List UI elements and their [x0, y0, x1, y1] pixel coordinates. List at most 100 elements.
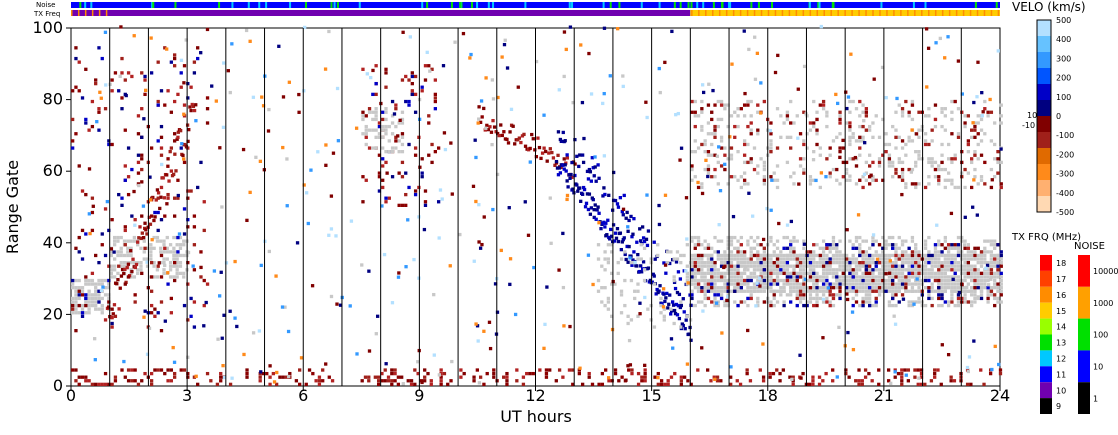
data-cell	[716, 275, 720, 279]
data-cell	[140, 153, 144, 157]
data-cell	[659, 379, 664, 383]
data-cell	[923, 286, 928, 290]
data-cell	[983, 246, 987, 250]
data-cell	[841, 138, 845, 143]
data-cell	[309, 168, 313, 172]
data-cell	[80, 303, 85, 308]
data-cell	[219, 270, 223, 274]
data-cell	[80, 375, 85, 379]
data-cell	[872, 77, 876, 81]
data-cell	[706, 289, 711, 293]
data-cell	[113, 379, 118, 383]
data-cell	[999, 114, 1003, 118]
data-cell	[900, 368, 904, 372]
data-cell	[729, 250, 734, 254]
data-cell	[726, 260, 730, 265]
data-cell	[775, 107, 780, 111]
data-cell	[450, 359, 454, 364]
data-cell	[785, 257, 790, 261]
data-cell	[575, 154, 579, 158]
data-cell	[423, 375, 427, 379]
data-cell	[782, 246, 786, 250]
data-cell	[756, 243, 760, 247]
data-cell	[838, 117, 842, 122]
data-cell	[186, 96, 190, 100]
data-cell	[477, 381, 482, 385]
data-cell	[762, 182, 767, 186]
data-cell	[881, 153, 885, 157]
data-cell	[380, 379, 384, 383]
data-cell	[851, 296, 855, 301]
data-cell	[189, 296, 193, 301]
data-cell	[373, 375, 377, 379]
data-cell	[923, 303, 928, 308]
data-cell	[585, 169, 590, 174]
data-cell	[848, 260, 852, 265]
data-cell	[884, 260, 888, 265]
data-cell	[377, 121, 382, 125]
data-cell	[155, 268, 160, 272]
data-cell	[914, 268, 918, 272]
data-cell	[258, 371, 262, 376]
data-cell	[592, 174, 596, 178]
data-cell	[851, 246, 855, 250]
data-cell	[798, 293, 803, 297]
data-cell	[792, 275, 796, 279]
data-cell	[571, 368, 575, 372]
data-cell	[858, 282, 862, 286]
data-cell	[172, 196, 177, 200]
data-cell	[166, 368, 170, 372]
noise-tick	[460, 2, 463, 8]
data-cell	[729, 268, 734, 272]
data-cell	[910, 139, 915, 143]
data-cell	[789, 135, 793, 139]
velocity-tick-label: 0	[1056, 112, 1061, 121]
data-cell	[603, 192, 607, 197]
data-cell	[149, 275, 154, 279]
data-cell	[266, 129, 271, 133]
data-cell	[675, 290, 680, 295]
data-cell	[736, 150, 740, 154]
data-cell	[887, 286, 892, 290]
data-cell	[286, 329, 291, 334]
data-cell	[672, 257, 676, 261]
data-cell	[802, 253, 806, 258]
data-cell	[937, 282, 941, 286]
data-cell	[509, 107, 514, 112]
data-cell	[970, 268, 974, 272]
data-cell	[838, 146, 842, 150]
data-cell	[989, 286, 994, 290]
data-cell	[733, 124, 737, 129]
data-cell	[913, 375, 917, 379]
data-cell	[210, 84, 214, 88]
data-cell	[94, 289, 98, 293]
data-cell	[606, 243, 611, 247]
data-cell	[178, 235, 183, 240]
data-cell	[679, 146, 684, 150]
data-cell	[713, 271, 717, 276]
data-cell	[736, 282, 740, 286]
data-cell	[956, 250, 961, 254]
data-cell	[739, 260, 743, 265]
data-cell	[112, 257, 117, 261]
data-cell	[864, 239, 869, 243]
data-cell	[953, 99, 957, 104]
data-cell	[874, 253, 878, 258]
data-cell	[973, 150, 977, 154]
data-cell	[949, 375, 953, 379]
data-cell	[746, 243, 750, 247]
data-cell	[733, 135, 737, 139]
data-cell	[662, 307, 666, 311]
data-cell	[84, 121, 88, 125]
data-cell	[772, 253, 776, 258]
data-cell	[686, 281, 690, 285]
data-cell	[946, 257, 951, 261]
data-cell	[838, 264, 842, 268]
data-cell	[158, 206, 162, 211]
data-cell	[596, 163, 600, 167]
data-cell	[400, 375, 404, 379]
data-cell	[825, 278, 829, 283]
data-cell	[805, 260, 809, 265]
txfrq-tick	[725, 10, 728, 16]
data-cell	[107, 286, 111, 290]
